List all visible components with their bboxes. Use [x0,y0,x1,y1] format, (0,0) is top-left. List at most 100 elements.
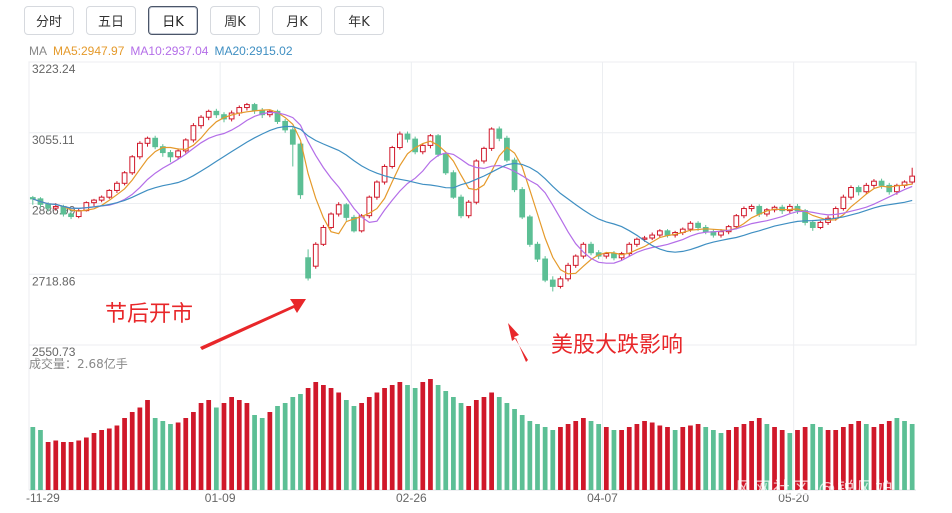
candle-body [695,222,701,228]
candle-body [182,139,189,152]
candle-body [832,208,839,219]
volume-bar [550,430,556,490]
candle-body [664,230,671,236]
volume-bar [802,427,808,490]
tab-five-day[interactable]: 五日 [86,6,136,35]
ma-legend-title: MA [29,44,47,58]
candle-body [741,208,747,217]
candle-body [473,160,480,203]
candle-body [748,205,755,210]
candle-body [450,172,457,198]
volume-bar [902,421,907,490]
candle-body [213,110,220,116]
volume-bar [298,394,303,490]
volume-bar [695,424,701,490]
volume-bar [68,442,74,490]
volume-bar [53,440,59,490]
candle-body [159,146,166,154]
candle-body [351,216,357,232]
volume-bar [168,424,173,490]
candle-body [320,226,327,245]
volume-bar [61,442,66,490]
candle-body [519,189,526,218]
volume-bar [772,427,777,490]
candle-body [389,147,396,167]
candle-body [244,104,250,109]
volume-bar [879,424,884,490]
candle-body [129,156,136,174]
y-tick-label: 3223.24 [32,62,76,76]
watermark: 风网社区 @锐风妒 [735,479,895,499]
volume-bar [458,403,464,490]
candle-body [175,150,181,158]
candle-body [251,104,258,111]
tab-intraday[interactable]: 分时 [24,6,74,35]
tab-monthly-k[interactable]: 月K [272,6,322,35]
volume-bar [145,400,150,490]
volume-bar [863,424,869,490]
volume-bar [252,415,257,490]
volume-bar [833,430,839,490]
volume-bar [343,400,349,490]
volume-bar [76,440,82,490]
volume-bar [542,427,548,490]
us-drop-arrow [508,323,528,362]
volume-bar [481,397,487,490]
volume-bar [213,407,219,490]
volume-bar [840,427,846,490]
volume-bar [611,430,617,490]
candle-body [611,253,617,259]
candle-body [114,182,120,191]
candle-body [848,187,854,198]
tab-yearly-k[interactable]: 年K [334,6,384,35]
volume-bar [504,403,510,490]
volume-bar [290,397,296,490]
volume-bar [236,400,242,490]
volume-bar [435,385,441,490]
candle-body [106,189,113,198]
volume-bar [626,427,632,490]
y-tick-label: 2550.73 [32,345,76,359]
volume-bar [558,427,563,490]
volume-bar [848,424,854,490]
volume-label: 成交量：2.68亿手 [29,357,128,371]
volume-bar [328,388,334,490]
volume-bar [282,403,288,490]
volume-bar [909,424,915,490]
candle-body [488,128,495,149]
volume-bar [313,382,319,490]
volume-bar [359,403,364,490]
candle-body [878,180,885,186]
volume-bar [741,424,747,490]
volume-bar [619,430,624,490]
volume-bar [573,421,579,490]
chart-grid [28,61,917,491]
volume-bar [726,430,732,490]
candle-body [702,226,709,233]
candle-body [343,204,350,218]
volume-bar [191,412,196,490]
candle-body [863,184,870,193]
tab-weekly-k[interactable]: 周K [210,6,260,35]
volume-bar [305,388,311,490]
volume-bar [886,421,892,490]
candle-body [335,204,342,215]
candle-body [297,143,304,196]
ma20-line [32,125,913,253]
candle-body [725,226,732,233]
volume-bar [221,403,227,490]
candle-body [786,205,793,212]
volume-bar [496,397,502,490]
moving-average-lines [32,109,913,275]
volume-bar [137,407,143,490]
volume-bar [603,427,609,490]
candle-body [565,264,571,280]
candle-body [634,238,640,245]
candle-body [274,110,281,122]
candle-body [588,243,594,254]
tab-daily-k[interactable]: 日K [148,6,198,35]
candle-body [656,230,663,236]
volume-bar [672,430,678,490]
candle-body [526,216,533,245]
